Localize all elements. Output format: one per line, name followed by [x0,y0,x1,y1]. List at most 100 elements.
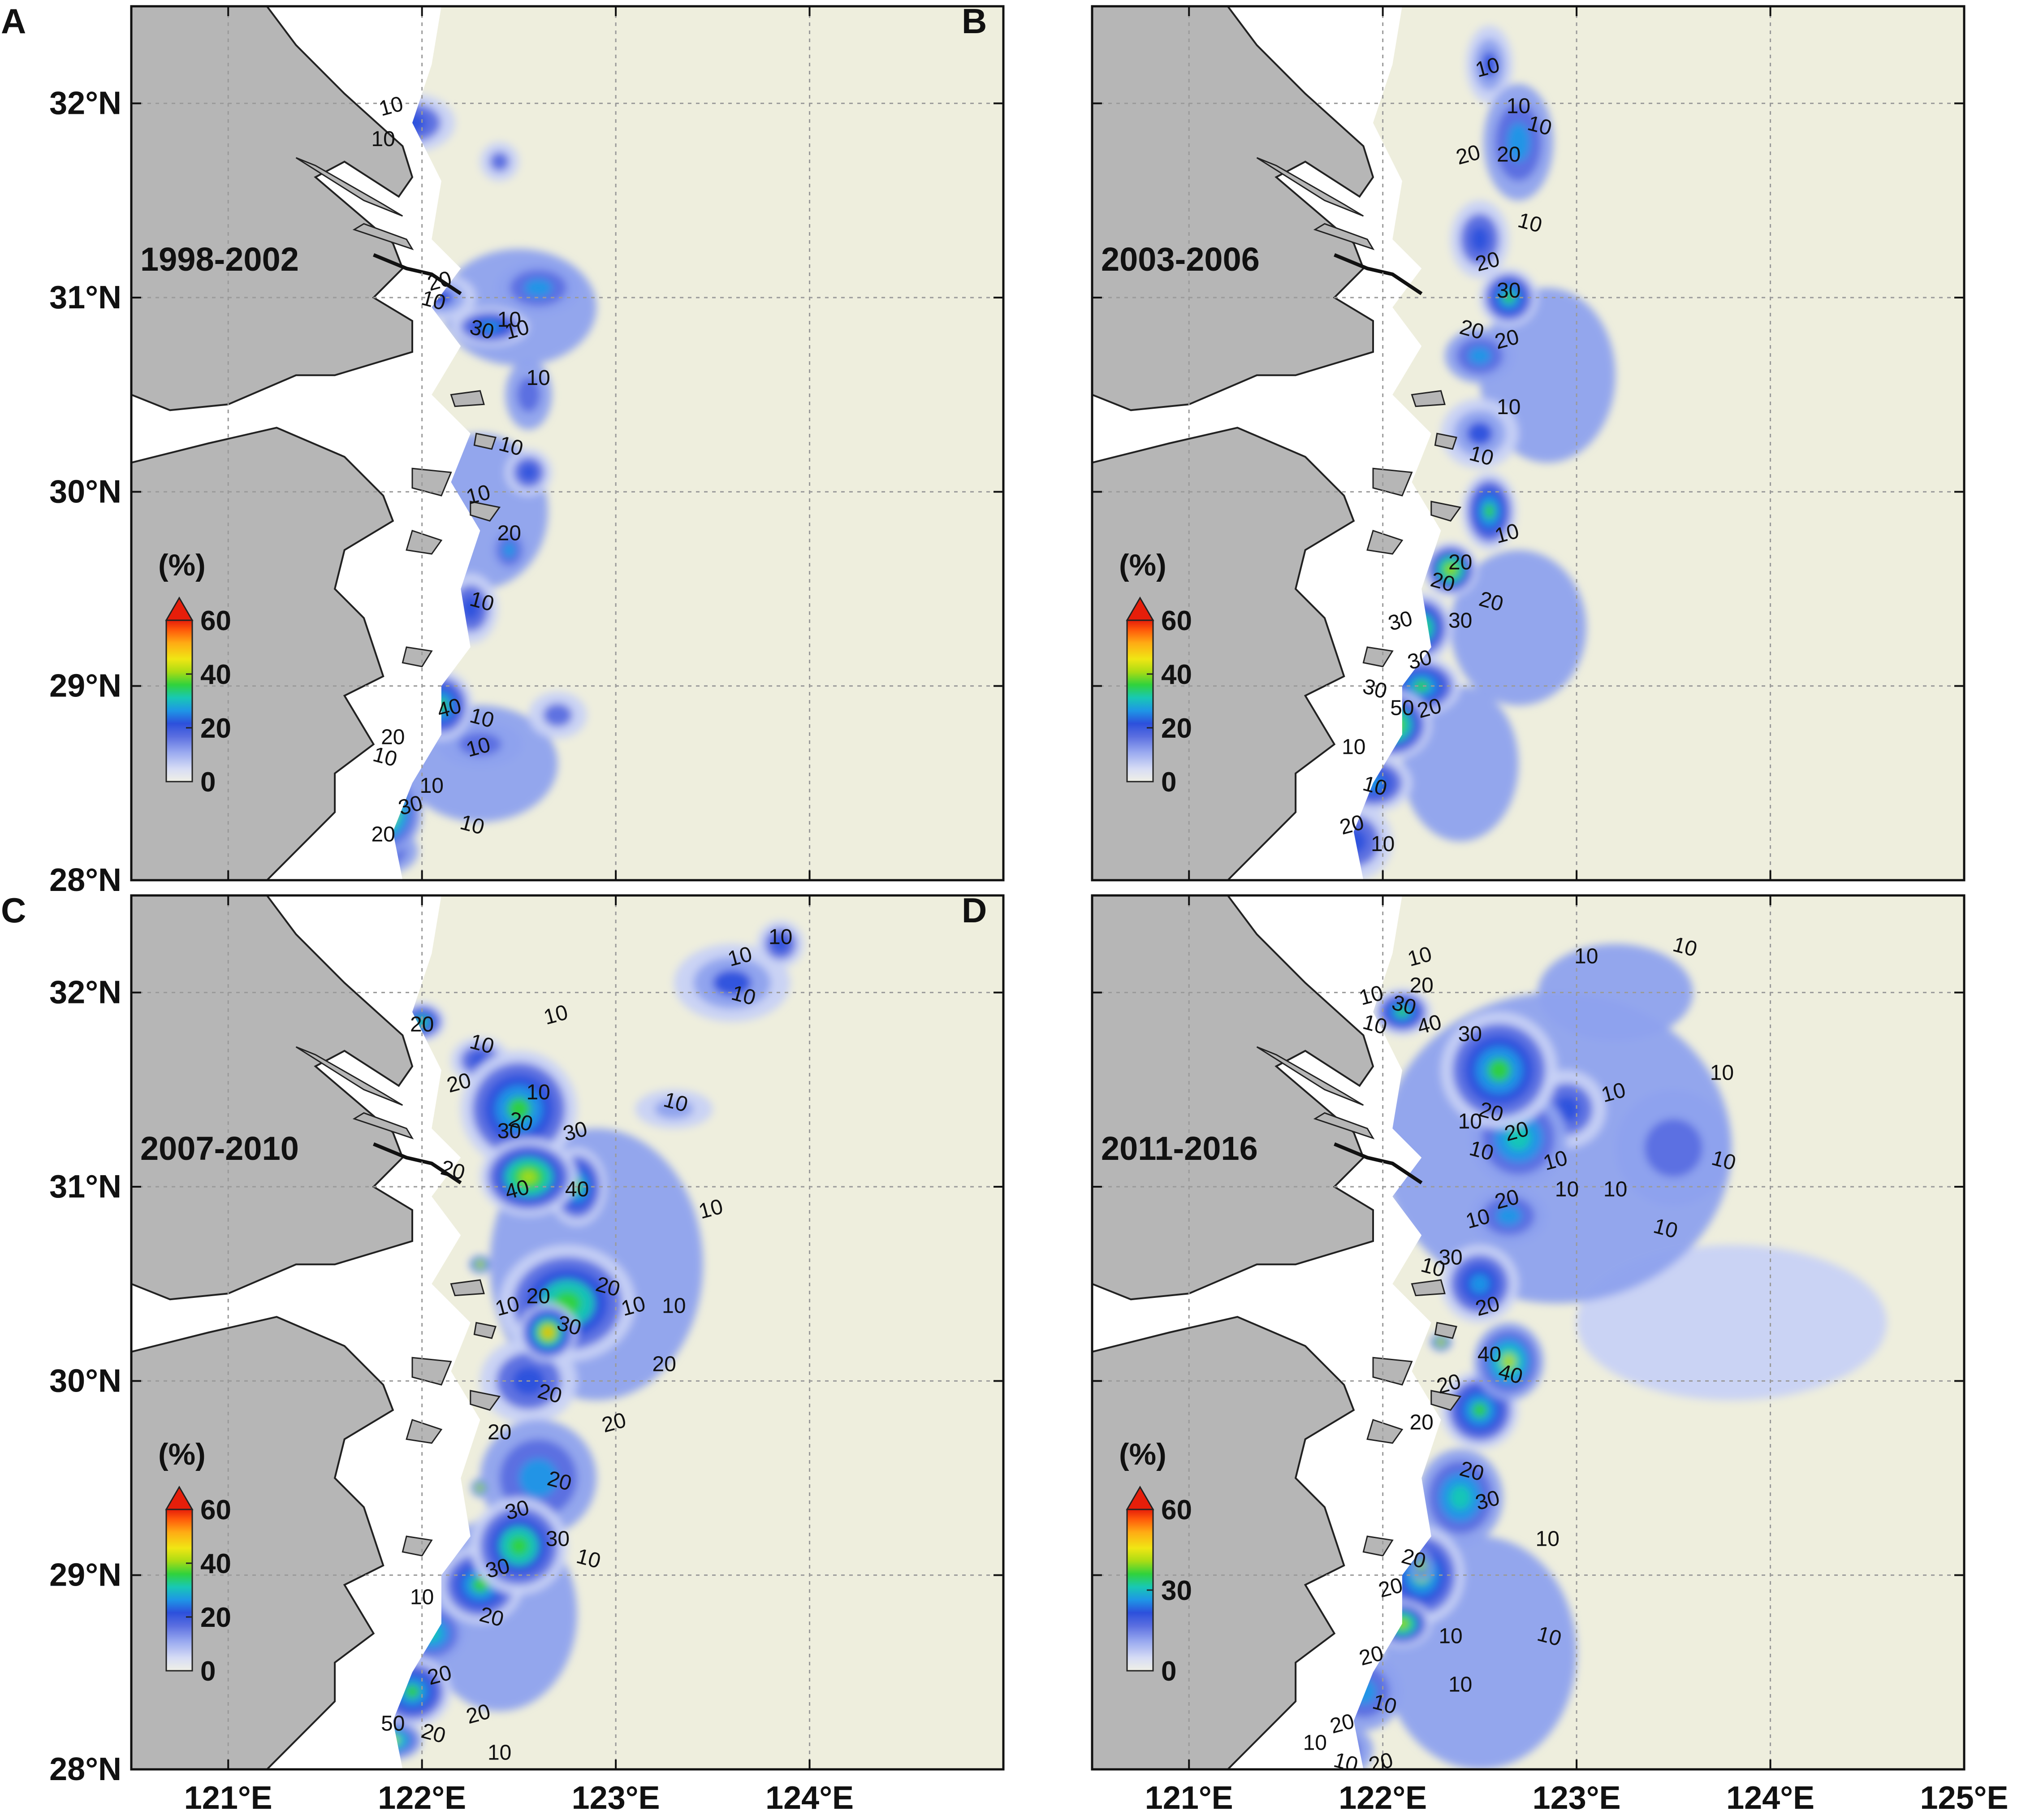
contour-label: 10 [1303,1731,1327,1755]
island [1366,1419,1404,1444]
contour-label: 10 [488,1741,511,1764]
x-tick-label: 122°E [1339,1780,1427,1816]
island [1256,1046,1364,1106]
island [295,1046,403,1106]
estuary-jetty [373,253,462,295]
contour-label: 40 [565,1178,589,1202]
island [352,1112,414,1140]
colorbar: (%) 60 40 20 0 [158,1437,231,1687]
island [1411,390,1446,407]
x-tick-label: 125°E [1920,1780,2009,1816]
estuary-jetty [1334,1142,1423,1185]
colorbar-tick: 60 [1161,1495,1192,1526]
colorbar-tick: 30 [1161,1575,1192,1606]
island [1256,157,1364,217]
island [352,223,414,251]
panel-letter: D [962,891,987,930]
land-south [131,1316,394,1769]
contour-label: 20 [371,822,395,846]
contour-label: 30 [1497,279,1521,303]
coastal-water [1092,895,1441,1769]
colorbar-tick: 40 [1161,659,1192,690]
contour-label: 10 [1371,832,1395,856]
y-tick-label: 29°N [49,1557,121,1593]
contour-label: 20 [1409,974,1433,998]
contour-label: 10 [1574,945,1598,968]
estuary-jetty [373,1142,462,1185]
colorbar-ramp [165,619,193,782]
colorbar-unit: (%) [158,548,206,582]
colorbar-extend-arrow [1126,1486,1154,1510]
contour-label: 10 [371,127,395,151]
x-tick-label: 121°E [1145,1780,1233,1816]
graticule [1092,895,1964,1769]
island [1430,501,1462,522]
contour-label: 20 [497,522,521,545]
colorbar: (%) 60 30 0 [1119,1437,1192,1687]
colorbar-tick: 0 [200,1656,216,1687]
contour-label: 50 [1390,696,1414,720]
panel-frame [130,5,1005,882]
contour-label: 10 [526,366,550,390]
land-north [131,6,414,411]
island [473,432,497,450]
colorbar-tick: 0 [1161,1656,1176,1687]
y-tick-label: 31°N [49,1169,121,1205]
y-tick-label: 28°N [49,1751,121,1787]
contour-label: 10 [1536,1527,1559,1551]
island [1362,1535,1394,1556]
estuary-jetty [1334,253,1423,295]
y-tick-label: 32°N [49,975,121,1011]
island [1430,1390,1462,1411]
y-tick-label: 32°N [49,86,121,121]
x-tick-label: 123°E [572,1780,660,1816]
island [402,646,433,667]
island [1366,530,1404,555]
y-tick-label: 30°N [49,474,121,510]
colorbar-ramp [1126,619,1154,782]
panel-frame [1091,5,1966,882]
y-tick-label: 29°N [49,668,121,704]
colorbar-tick: 60 [200,605,231,636]
land-north [1092,6,1374,411]
y-tick-label: 28°N [49,862,121,898]
land-north [131,895,414,1301]
contour-label: 30 [497,1120,521,1143]
colorbar-extend-arrow [165,597,194,621]
contour-label: 10 [410,1586,434,1609]
island [473,1322,497,1339]
contour-label: 10 [1439,1624,1462,1648]
island [1313,1112,1375,1140]
coastal-water [131,895,480,1769]
x-tick-label: 121°E [184,1780,272,1816]
contour-label: 20 [652,1353,676,1376]
period-label: 2007-2010 [140,1130,299,1167]
panel-frame [1091,894,1966,1771]
colorbar-tick: 60 [1161,605,1192,636]
panel-letter: C [1,891,26,930]
colorbar: (%) 60 40 20 0 [1119,548,1192,798]
contour-label: 10 [1458,1110,1482,1133]
contour-label: 10 [1497,395,1521,419]
island [295,157,403,217]
contour-label: 10 [420,774,444,798]
colorbar-tick: 40 [200,1548,231,1579]
graticule [131,895,1003,1769]
contour-label: 20 [1409,1411,1433,1435]
colorbar-unit: (%) [1119,548,1166,582]
contour-label: 10 [1448,1673,1472,1697]
coastal-water [1092,6,1441,880]
island [406,530,443,555]
contour-label: 10 [769,925,792,949]
land-north [1092,895,1374,1301]
contour-label: 10 [1603,1178,1627,1202]
panel-letter: B [962,1,987,41]
land-south [131,427,394,880]
island [402,1535,433,1556]
contour-label: 50 [381,1712,405,1735]
colorbar-tick: 20 [1161,713,1192,744]
